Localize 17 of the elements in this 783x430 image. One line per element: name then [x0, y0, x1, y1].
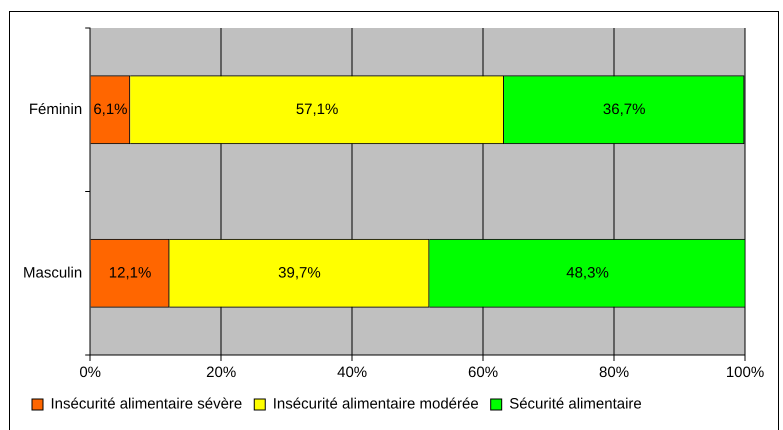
x-tick-label: 40%: [337, 364, 368, 382]
legend-label: Insécurité alimentaire sévère: [50, 396, 242, 413]
data-label: 57,1%: [296, 100, 338, 118]
data-label: 36,7%: [602, 100, 646, 118]
data-label: 39,7%: [278, 264, 321, 282]
x-tick-label: 0%: [79, 364, 102, 382]
x-tick-label: 80%: [599, 364, 630, 382]
x-tick-label: 20%: [206, 364, 236, 382]
legend-label: Insécurité alimentaire modérée: [272, 396, 479, 413]
data-label: 48,3%: [566, 264, 609, 282]
legend-label: Sécurité alimentaire: [509, 396, 642, 413]
data-label: 6,1%: [93, 100, 128, 118]
y-tick-label: Masculin: [23, 264, 82, 282]
x-tick-label: 100%: [726, 364, 764, 382]
data-label: 12,1%: [108, 264, 152, 282]
x-tick-label: 60%: [468, 364, 498, 382]
y-tick-label: Féminin: [28, 100, 82, 118]
